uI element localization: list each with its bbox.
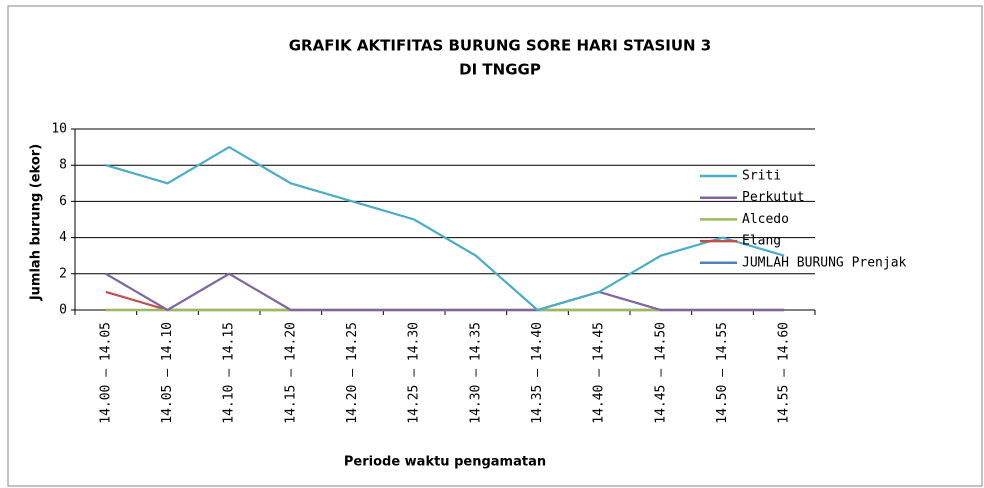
x-tick-label: 14.35 – 14.40: [530, 322, 545, 424]
series-line: [105, 145, 785, 312]
x-tick-label: 14.00 – 14.05: [98, 322, 113, 424]
y-tick-label: 8: [59, 158, 67, 173]
y-tick-label: 4: [59, 230, 67, 245]
x-tick-label: 14.55 – 14.60: [777, 322, 792, 424]
legend-label: Alcedo: [742, 212, 789, 227]
x-tick-label: 14.50 – 14.55: [715, 322, 730, 424]
y-tick-label: 10: [51, 122, 67, 137]
x-tick-label: 14.20 – 14.25: [345, 322, 360, 424]
chart-title: DI TNGGP: [459, 61, 541, 79]
x-tick-label: 14.10 – 14.15: [222, 322, 237, 424]
x-tick-label: 14.15 – 14.20: [283, 322, 298, 424]
x-tick-label: 14.45 – 14.50: [653, 322, 668, 424]
x-axis-label: Periode waktu pengamatan: [344, 455, 546, 470]
y-tick-label: 6: [59, 194, 67, 209]
x-tick-label: 14.30 – 14.35: [468, 322, 483, 424]
x-tick-label: 14.40 – 14.45: [592, 322, 607, 424]
y-tick-label: 2: [59, 266, 67, 281]
chart-title: GRAFIK AKTIFITAS BURUNG SORE HARI STASIU…: [289, 37, 712, 55]
x-tick-label: 14.25 – 14.30: [407, 322, 422, 424]
y-axis-label: Jumlah burung (ekor): [29, 144, 44, 301]
y-tick-label: 0: [59, 303, 67, 318]
x-tick-label: 14.05 – 14.10: [160, 322, 175, 424]
series-line: [105, 272, 785, 312]
legend-label: Elang: [742, 234, 781, 249]
legend-label: Sriti: [742, 169, 781, 184]
legend-label: JUMLAH BURUNG Prenjak: [742, 255, 907, 270]
legend-label: Perkutut: [742, 190, 805, 205]
chart-frame: [7, 5, 983, 487]
